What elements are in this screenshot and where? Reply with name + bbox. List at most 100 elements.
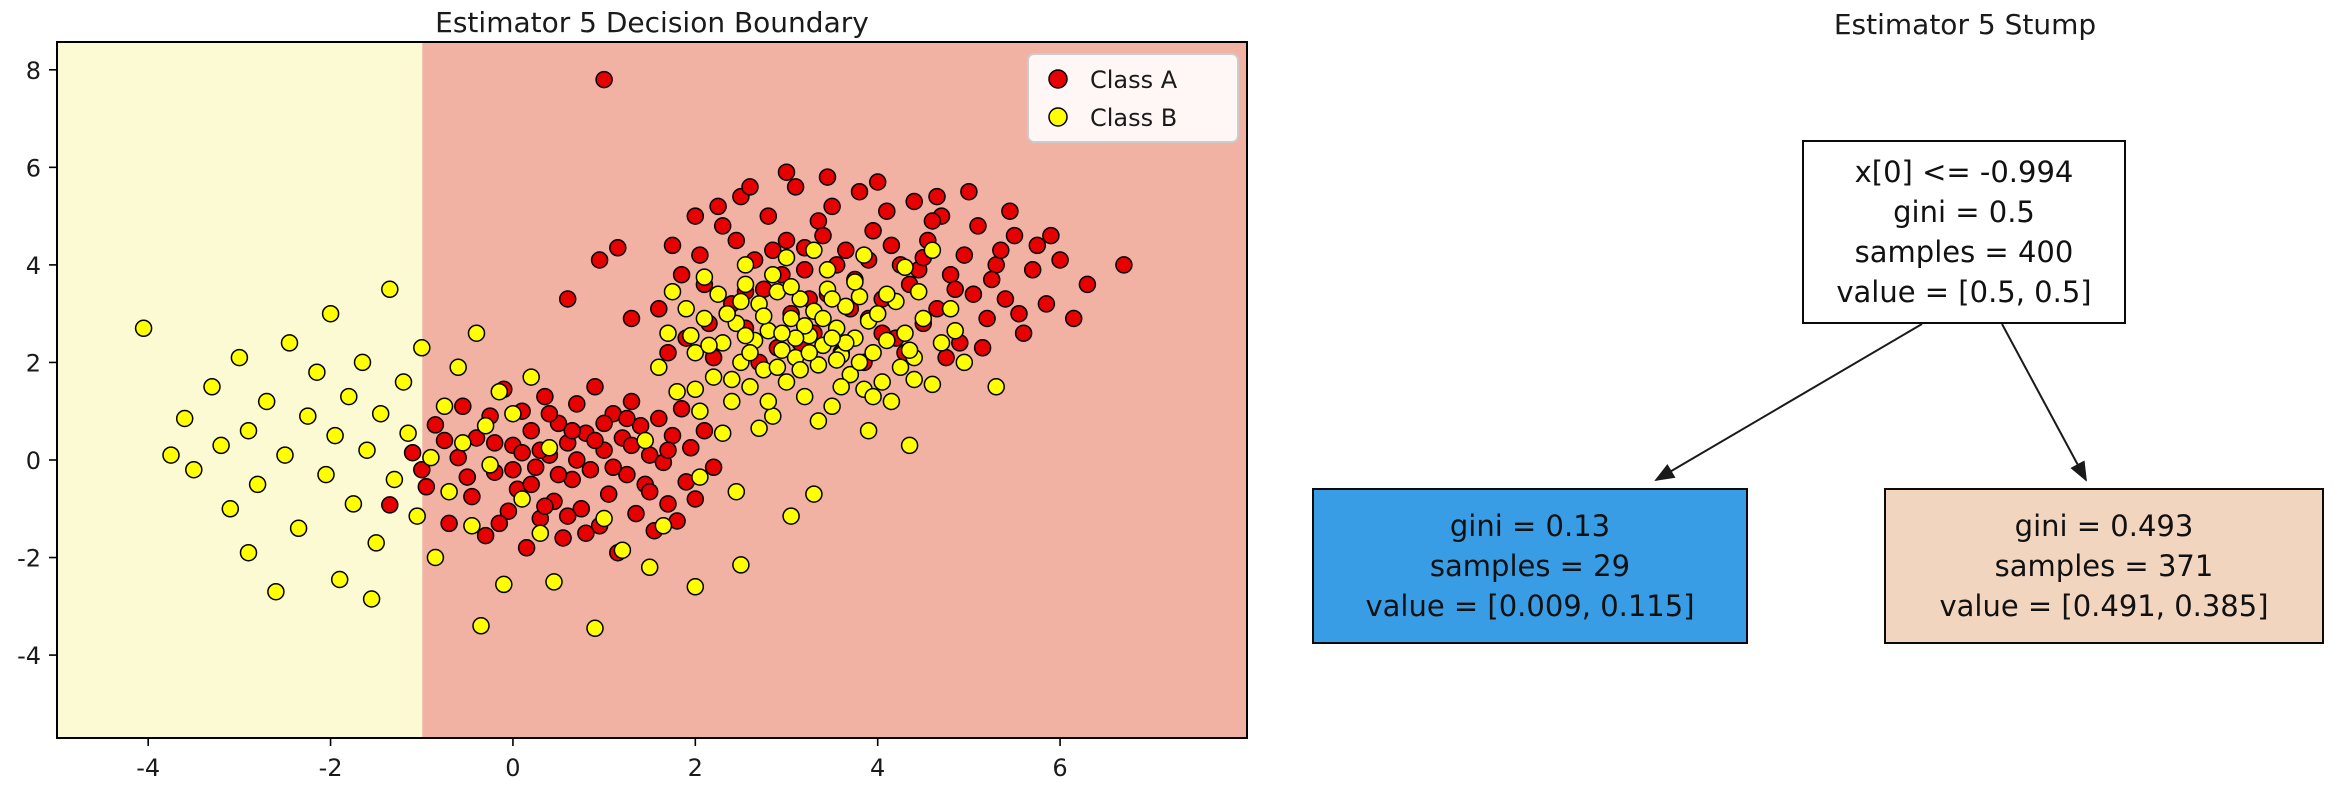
scatter-point: [741, 378, 759, 396]
scatter-point: [1028, 236, 1047, 255]
scatter-point: [449, 448, 467, 467]
scatter-point: [540, 404, 559, 423]
scatter-point: [663, 236, 682, 255]
scatter-point: [367, 534, 385, 552]
scatter-point: [736, 256, 755, 274]
right-leaf-value: value = [0.491, 0.385]: [1939, 589, 2269, 623]
scatter-point: [344, 495, 363, 513]
scatter-point: [864, 387, 882, 406]
scatter-point: [572, 500, 591, 518]
scatter-point: [777, 163, 796, 181]
scatter-point: [239, 543, 258, 562]
scatter-point: [786, 178, 805, 196]
scatter-point: [946, 321, 964, 340]
scatter-point: [618, 409, 636, 428]
scatter-point: [504, 460, 522, 479]
scatter-point: [878, 202, 896, 220]
scatter-point: [873, 373, 891, 391]
scatter-point: [795, 261, 814, 279]
scatter-point: [791, 361, 809, 379]
edge-root-to-right-leaf: [2001, 323, 2087, 482]
scatter-point: [668, 382, 686, 401]
scatter-point: [996, 290, 1015, 308]
scatter-point: [476, 417, 495, 435]
scatter-point: [1010, 304, 1028, 323]
scatter-point: [554, 529, 572, 547]
root-gini: gini = 0.5: [1893, 195, 2035, 229]
scatter-point: [672, 265, 691, 284]
scatter-point: [832, 378, 850, 396]
scatter-point: [932, 334, 951, 352]
scatter-point: [1005, 226, 1024, 245]
scatter-point: [330, 570, 349, 589]
y-tick-label: 8: [26, 57, 41, 85]
scatter-point: [563, 421, 581, 440]
scatter-point: [982, 270, 1001, 289]
scatter-point: [773, 341, 791, 359]
scatter-point: [805, 241, 823, 260]
scatter-point: [773, 324, 791, 342]
scatter-point: [590, 251, 609, 269]
scatter-point: [741, 343, 759, 362]
scatter-point: [326, 426, 344, 445]
scatter-point: [659, 441, 677, 459]
scatter-point: [454, 434, 472, 452]
scatter-point: [490, 382, 509, 401]
scatter-point: [545, 573, 563, 591]
scatter-point: [978, 309, 996, 328]
scatter-point: [490, 514, 509, 533]
left-leaf-gini: gini = 0.13: [1449, 509, 1611, 543]
scatter-point: [458, 468, 477, 486]
scatter-point: [800, 343, 819, 362]
scatter-point: [239, 421, 258, 440]
scatter-point: [864, 343, 882, 362]
legend-marker: [1048, 107, 1068, 127]
scatter-point: [782, 507, 800, 525]
scatter-point: [859, 421, 878, 440]
scatter-point: [476, 526, 495, 545]
scatter-point: [992, 241, 1010, 260]
scatter-point: [718, 304, 736, 323]
scatter-point: [823, 197, 841, 216]
scatter-point: [709, 285, 727, 303]
scatter-point: [677, 300, 695, 318]
scatter-point: [650, 409, 668, 428]
scatter-point: [709, 197, 727, 216]
scatter-point: [791, 290, 809, 308]
axes-frame: [56, 41, 1248, 739]
scatter-point: [713, 424, 732, 442]
x-tick-label: 6: [1052, 754, 1067, 782]
scatter-point: [795, 317, 814, 335]
scatter-point: [577, 524, 595, 542]
scatter-point: [463, 487, 481, 506]
scatter-point: [928, 187, 946, 206]
scatter-point: [823, 397, 841, 416]
tree-right-leaf-node: gini = 0.493 samples = 371 value = [0.49…: [1884, 488, 2324, 644]
scatter-point: [622, 392, 641, 411]
scatter-point: [618, 465, 636, 484]
scatter-point: [914, 309, 933, 328]
scatter-point: [882, 392, 901, 411]
scatter-point: [736, 275, 755, 294]
scatter-point: [586, 619, 604, 638]
scatter-point: [440, 514, 458, 533]
scatter-point: [795, 387, 814, 406]
scatter-point: [686, 578, 705, 596]
right-leaf-gini: gini = 0.493: [2014, 509, 2194, 543]
scatter-point: [586, 378, 604, 396]
scatter-point: [764, 241, 782, 260]
scatter-point: [280, 334, 299, 352]
scatter-point: [741, 178, 759, 196]
scatter-point: [399, 424, 417, 442]
scatter-point: [403, 443, 422, 462]
legend-box: [1027, 53, 1239, 143]
left-leaf-value: value = [0.009, 0.115]: [1365, 589, 1695, 623]
scatter-point: [809, 412, 828, 430]
scatter-point: [654, 517, 673, 535]
scatter-point: [321, 304, 340, 323]
scatter-point: [134, 319, 153, 338]
scatter-point: [850, 182, 869, 201]
y-tick-label: 0: [26, 447, 41, 475]
scatter-point: [185, 460, 203, 479]
scatter-point: [504, 404, 522, 423]
